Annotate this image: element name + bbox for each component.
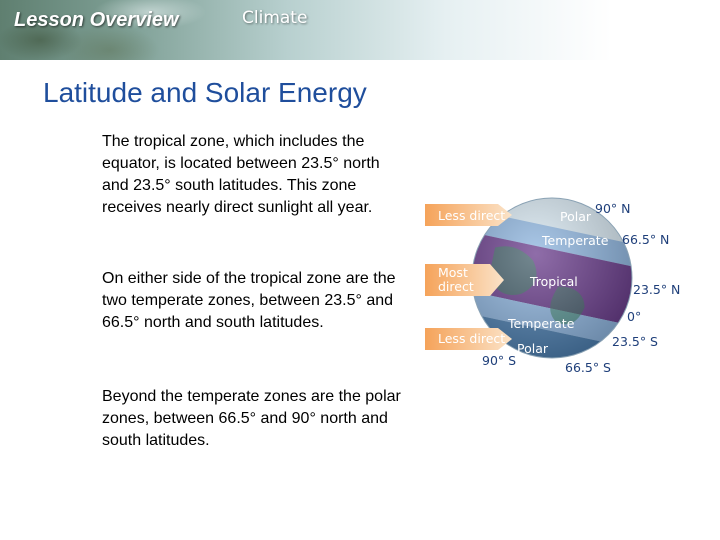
lesson-title: Lesson Overview xyxy=(14,9,179,31)
zone-label-polar-south: Polar xyxy=(517,341,549,356)
paragraph-temperate: On either side of the tropical zone are … xyxy=(102,270,396,331)
less-direct-arrow-bottom xyxy=(425,328,512,350)
latitude-label-90s: 90° S xyxy=(482,353,516,368)
arrow-label-top: Less direct xyxy=(438,208,505,223)
latitude-label-66n: 66.5° N xyxy=(622,232,669,247)
zone-label-polar-north: Polar xyxy=(560,209,592,224)
zone-label-temperate-north: Temperate xyxy=(541,233,609,248)
latitude-label-23s: 23.5° S xyxy=(612,334,658,349)
topic-title: Climate xyxy=(242,8,308,28)
most-direct-arrow xyxy=(425,264,504,296)
paragraph-tropical: The tropical zone, which includes the eq… xyxy=(102,133,380,216)
paragraph-polar: Beyond the temperate zones are the polar… xyxy=(102,388,401,449)
header-photo xyxy=(0,0,230,60)
arrow-label-most: Most xyxy=(438,265,468,280)
header-banner: Lesson Overview Climate xyxy=(0,0,720,60)
latitude-label-equator: 0° xyxy=(627,309,641,324)
zone-label-tropical: Tropical xyxy=(529,274,578,289)
latitude-label-23n: 23.5° N xyxy=(633,282,680,297)
latitude-globe-diagram: Less direct Most direct Less direct Pola… xyxy=(425,197,680,375)
latitude-label-90n: 90° N xyxy=(595,201,630,216)
slide-title: Latitude and Solar Energy xyxy=(43,77,367,108)
arrow-label-direct: direct xyxy=(438,279,474,294)
arrow-label-bottom: Less direct xyxy=(438,331,505,346)
zone-label-temperate-south: Temperate xyxy=(507,316,575,331)
latitude-label-66s: 66.5° S xyxy=(565,360,611,375)
less-direct-arrow-top xyxy=(425,204,512,226)
